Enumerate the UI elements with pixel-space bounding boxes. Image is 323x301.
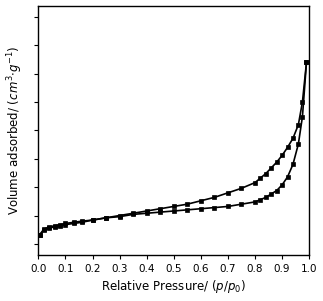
Y-axis label: Volume adsorbed/ ($cm^3$$\cdot$$g^{-1}$): Volume adsorbed/ ($cm^3$$\cdot$$g^{-1}$) xyxy=(5,46,25,215)
X-axis label: Relative Pressure/ ($p$/$p_0$): Relative Pressure/ ($p$/$p_0$) xyxy=(101,278,246,296)
